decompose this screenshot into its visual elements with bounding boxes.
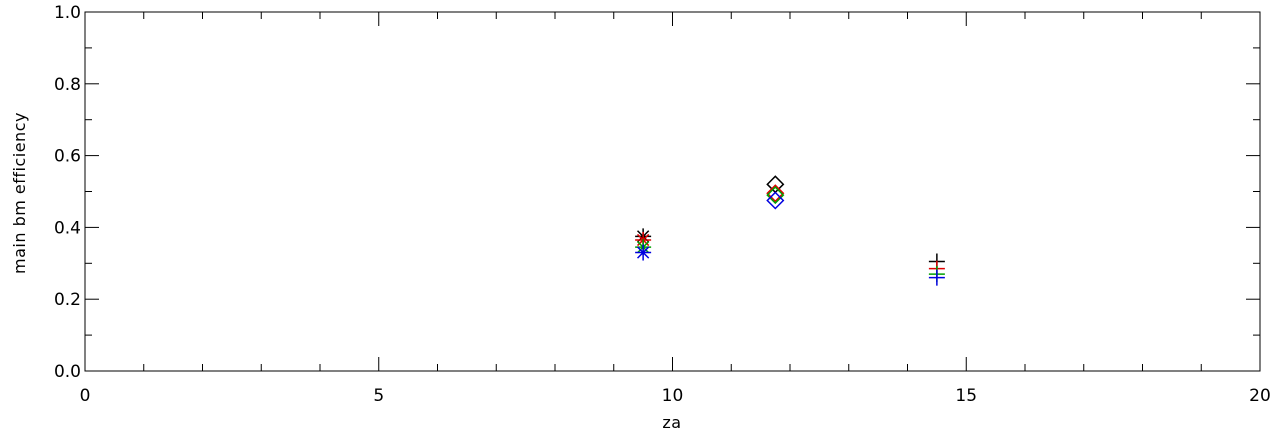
y-tick-label: 0.8 [54,75,81,95]
x-axis-label: za [662,413,681,432]
x-tick-label: 15 [955,386,977,406]
y-axis-label: main bm efficiency [10,112,29,274]
diamond-shape [766,184,785,203]
x-tick-label: 20 [1249,386,1271,406]
x-tick-label: 10 [662,386,684,406]
y-tick-label: 0.2 [54,290,81,310]
data-point-diamond [766,191,785,210]
axes: 0 5 10 15 20 0.0 0.2 0.4 0.6 0.8 1.0 [54,3,1271,406]
data-point-diamond [766,184,785,203]
y-tick-label: 0.4 [54,218,81,238]
y-tick-label: 0.6 [54,147,81,167]
data-point-asterisk [635,244,652,261]
y-tick-label: 1.0 [54,3,81,23]
x-tick-label: 0 [80,386,91,406]
data-marks [635,175,945,286]
data-point-plus [928,269,945,286]
y-tick-label: 0.0 [54,362,81,382]
diamond-shape [766,186,785,205]
data-point-diamond [766,186,785,205]
diamond-shape [766,191,785,210]
plot-frame [84,11,1261,372]
x-tick-label: 5 [373,386,384,406]
